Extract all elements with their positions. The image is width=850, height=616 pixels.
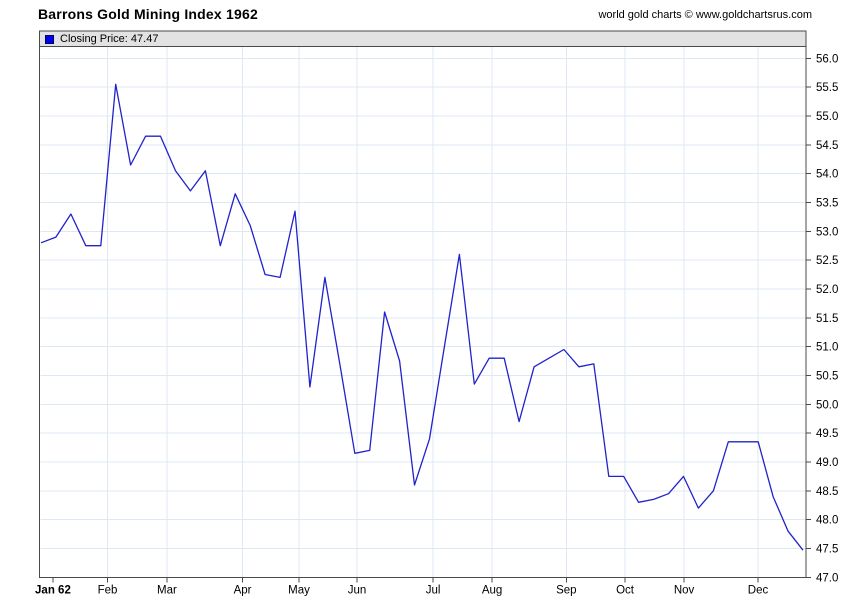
svg-text:51.0: 51.0 — [816, 342, 838, 354]
svg-text:50.0: 50.0 — [816, 399, 838, 411]
svg-text:Oct: Oct — [616, 584, 635, 596]
x-axis-labels: Jan 62 Feb Mar Apr May Jun Jul Aug Sep Oct Nov Dec — [35, 584, 768, 596]
y-axis-ticks — [806, 57, 811, 578]
svg-text:48.5: 48.5 — [816, 486, 838, 498]
legend: Closing Price: 47.47 — [45, 33, 158, 45]
legend-label: Closing Price: 47.47 — [60, 33, 159, 45]
svg-text:Mar: Mar — [157, 584, 177, 596]
svg-text:Aug: Aug — [482, 584, 502, 596]
svg-text:48.0: 48.0 — [816, 515, 838, 527]
y-gridlines — [40, 57, 806, 549]
svg-text:56.0: 56.0 — [816, 53, 838, 65]
svg-text:50.5: 50.5 — [816, 370, 838, 382]
svg-text:51.5: 51.5 — [816, 313, 838, 325]
svg-text:Nov: Nov — [674, 584, 695, 596]
svg-text:Dec: Dec — [748, 584, 769, 596]
y-axis-labels: 47.0 47.5 48.0 48.5 49.0 49.5 50.0 50.5 51.0 51.5… — [816, 53, 838, 584]
svg-text:52.5: 52.5 — [816, 255, 838, 267]
svg-text:Apr: Apr — [234, 584, 252, 596]
svg-text:53.0: 53.0 — [816, 226, 838, 238]
svg-text:Jul: Jul — [426, 584, 441, 596]
svg-text:Jan 62: Jan 62 — [35, 584, 71, 596]
svg-text:49.5: 49.5 — [816, 428, 838, 440]
legend-swatch-icon — [45, 34, 54, 44]
svg-text:47.0: 47.0 — [816, 572, 838, 584]
price-line — [40, 83, 804, 551]
svg-text:47.5: 47.5 — [816, 543, 838, 555]
svg-text:49.0: 49.0 — [816, 457, 838, 469]
svg-text:Feb: Feb — [98, 584, 118, 596]
svg-text:52.0: 52.0 — [816, 284, 838, 296]
svg-text:Sep: Sep — [556, 584, 576, 596]
svg-text:May: May — [288, 584, 310, 596]
credit-text: world gold charts © www.goldchartsrus.co… — [598, 9, 812, 21]
svg-text:Jun: Jun — [348, 584, 367, 596]
svg-text:55.5: 55.5 — [816, 82, 838, 94]
x-gridlines — [106, 46, 759, 578]
svg-text:54.0: 54.0 — [816, 169, 838, 181]
x-axis-ticks — [52, 577, 759, 583]
chart-title: Barrons Gold Mining Index 1962 — [38, 6, 258, 22]
svg-text:54.5: 54.5 — [816, 140, 838, 152]
svg-text:53.5: 53.5 — [816, 197, 838, 209]
svg-text:55.0: 55.0 — [816, 111, 838, 123]
chart-frame — [39, 30, 807, 578]
